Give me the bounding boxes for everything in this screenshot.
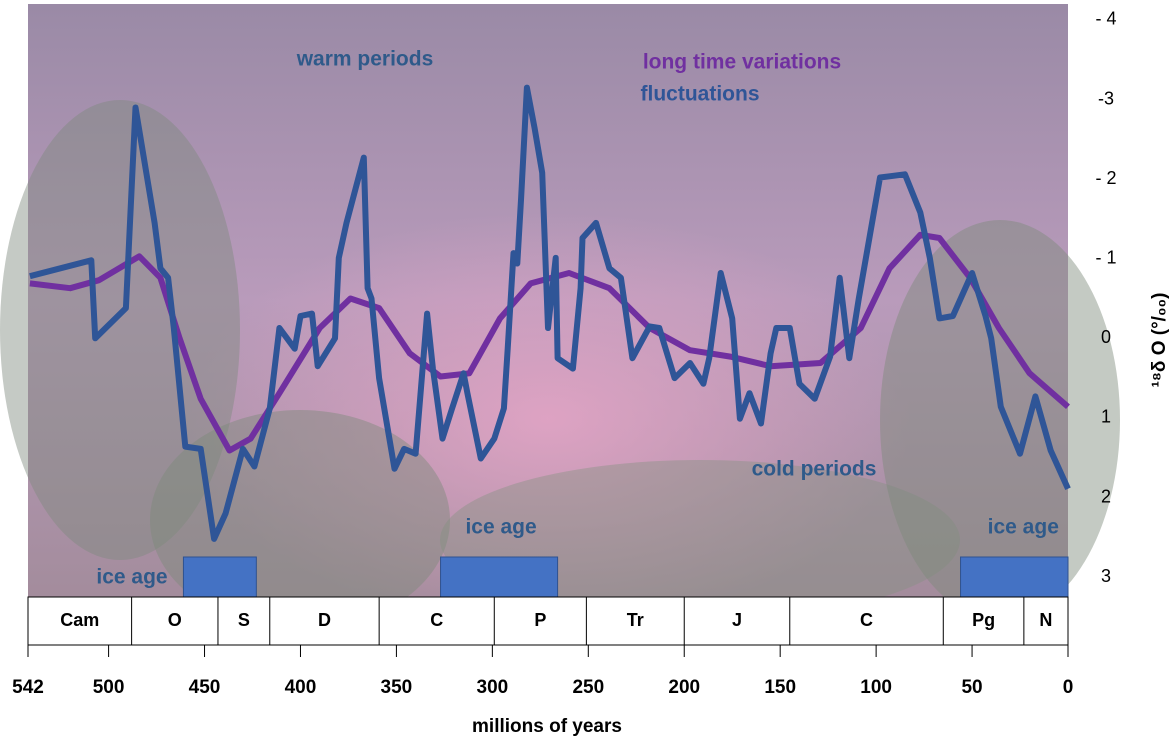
- ice-age-label: ice age: [465, 516, 536, 539]
- x-tick-label: 250: [572, 677, 604, 698]
- x-tick-label: 350: [381, 677, 413, 698]
- x-axis-title: millions of years: [472, 716, 622, 737]
- y-tick-label: - 2: [1095, 168, 1116, 188]
- ice-age-bar: [440, 556, 559, 598]
- period-label: J: [732, 610, 742, 630]
- ice-age-label: ice age: [988, 516, 1059, 539]
- period-label: Pg: [972, 610, 995, 630]
- x-tick-label: 100: [860, 677, 892, 698]
- x-tick-label: 150: [764, 677, 796, 698]
- period-label: P: [534, 610, 546, 630]
- y-tick-label: 3: [1101, 566, 1111, 586]
- annotation: warm periods: [296, 48, 434, 71]
- y-tick-label: 2: [1101, 486, 1111, 506]
- period-label: C: [430, 610, 443, 630]
- x-tick-label: 200: [668, 677, 700, 698]
- y-tick-label: 0: [1101, 327, 1111, 347]
- series-line: [29, 231, 1070, 454]
- period-label: S: [238, 610, 250, 630]
- x-tick-label: 542: [12, 677, 44, 698]
- period-label: C: [860, 610, 873, 630]
- x-tick-label: 500: [93, 677, 125, 698]
- x-tick-label: 50: [961, 677, 982, 698]
- period-label: D: [318, 610, 331, 630]
- annotation: cold periods: [752, 458, 877, 481]
- y-tick-label: 1: [1101, 407, 1111, 427]
- x-tick-label: 0: [1063, 677, 1074, 698]
- series-line: [29, 84, 1071, 542]
- x-tick-label: 400: [285, 677, 317, 698]
- ice-age-bar: [182, 556, 257, 598]
- y-tick-label: - 4: [1095, 9, 1116, 29]
- legend-entry: fluctuations: [641, 83, 760, 106]
- ice-age-bar: [960, 556, 1069, 598]
- y-tick-label: -3: [1098, 88, 1114, 108]
- period-label: N: [1039, 610, 1052, 630]
- x-tick-label: 300: [477, 677, 509, 698]
- x-tick-label: 450: [189, 677, 221, 698]
- legend-entry: long time variations: [643, 51, 841, 74]
- period-label: O: [168, 610, 182, 630]
- y-axis-title: ¹⁸δ O (°/₀₀): [1149, 293, 1170, 388]
- period-label: Tr: [627, 610, 644, 630]
- period-label: Cam: [60, 610, 99, 630]
- y-tick-label: - 1: [1095, 247, 1116, 267]
- ice-age-label: ice age: [96, 566, 167, 589]
- period-table: [27, 596, 1069, 646]
